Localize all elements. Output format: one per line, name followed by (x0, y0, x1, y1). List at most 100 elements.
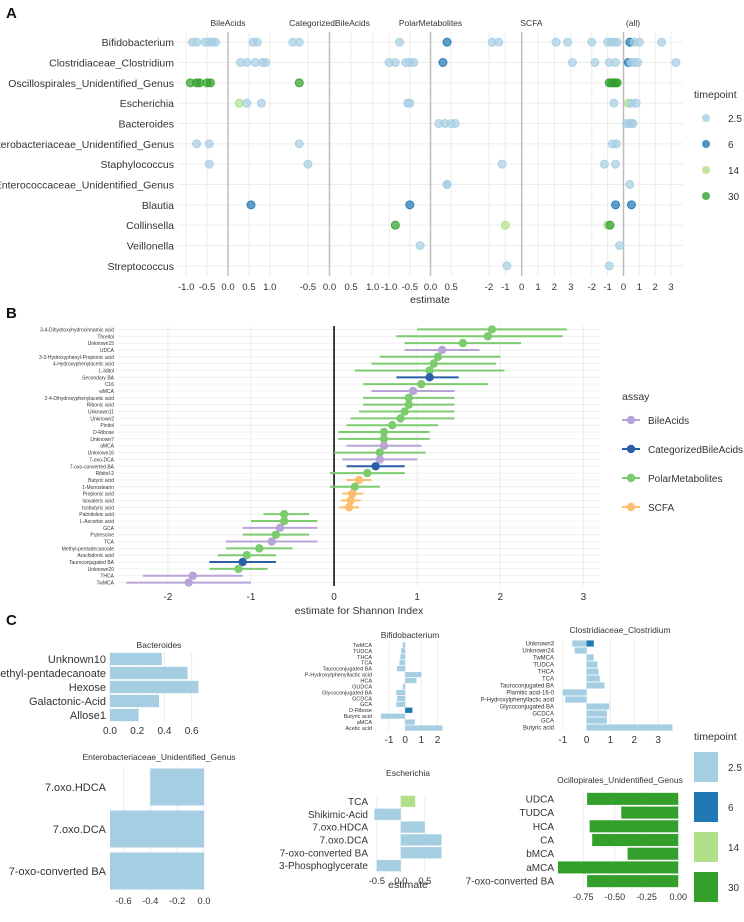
c-y-label: Butyric acid (523, 726, 554, 732)
c-panel-title: Bacteroides (137, 640, 182, 650)
a-tick-label: -2 (485, 282, 493, 293)
c-legend-label: 14 (728, 843, 740, 854)
b-point (408, 386, 418, 396)
b-point (404, 400, 414, 409)
a-facet-title: PolarMetabolites (399, 18, 462, 28)
b-y-label: 1-Monostearin (82, 485, 114, 491)
b-y-label: Threitol (97, 334, 114, 340)
a-tick-label: -0.5 (199, 282, 215, 293)
a-point (192, 139, 202, 149)
b-y-label: Unknown15 (88, 341, 115, 347)
b-tick-label: -1 (247, 592, 256, 603)
c-y-label: aMCA (357, 720, 373, 726)
c-tick-label: 2 (435, 735, 441, 746)
c-legend-label: 2.5 (728, 763, 742, 774)
b-point (429, 359, 438, 368)
b-point (379, 441, 389, 450)
a-point (409, 58, 419, 67)
c-bar (586, 675, 600, 682)
b-point (280, 509, 289, 519)
b-tick-label: 1 (414, 592, 420, 603)
c-bar (374, 808, 401, 820)
c-tick-label: 0.5 (418, 876, 431, 887)
c-y-label: THCA (538, 670, 554, 676)
c-y-label: 7-oxo-converted BA (466, 877, 555, 888)
b-tick-label: 0 (331, 592, 337, 603)
c-y-label: Unknown10 (48, 654, 106, 666)
c-y-label: 7.oxo.HDCA (45, 782, 107, 794)
a-point (615, 241, 625, 250)
c-bar (397, 695, 406, 701)
c-y-label: GCDCA (352, 696, 372, 702)
a-tick-label: 0.5 (344, 282, 357, 293)
a-y-label: Blautia (142, 200, 174, 212)
c-bar (586, 661, 598, 668)
c-bar (400, 847, 442, 859)
b-point (238, 557, 247, 567)
a-point (294, 78, 304, 88)
c-tick-label: -0.6 (115, 896, 131, 907)
b-y-label: L-Iditol (99, 368, 114, 374)
c-y-label: TCA (348, 797, 368, 808)
a-point (563, 37, 573, 47)
c-bar (405, 672, 422, 678)
b-y-label: Palmitoleic acid (79, 512, 114, 518)
a-point (599, 159, 609, 169)
c-y-label: Tauroconjugated BA (322, 667, 372, 673)
c-y-label: bMCA (526, 849, 554, 860)
a-facet-title: (all) (626, 18, 640, 28)
a-point (494, 37, 504, 47)
a-tick-label: 0.0 (221, 282, 234, 293)
c-tick-label: 0.6 (185, 726, 199, 737)
b-y-label: UDCA (100, 348, 115, 354)
c-bar (558, 861, 679, 874)
c-tick-label: -0.25 (636, 892, 657, 902)
b-legend-title: assay (622, 391, 650, 403)
c-bar (110, 852, 204, 890)
b-y-label: Arachidonic acid (77, 553, 114, 559)
c-y-label: P-Hydroxylphenyllactic acid (305, 673, 372, 679)
c-tick-label: 3 (655, 735, 661, 746)
a-point (450, 119, 460, 128)
a-tick-label: 1.0 (263, 282, 276, 293)
a-legend-swatch (702, 166, 710, 174)
a-point (634, 37, 644, 47)
c-bar (400, 821, 425, 833)
a-point (252, 37, 262, 47)
b-y-label: aMCA (100, 444, 115, 450)
a-point (611, 159, 621, 169)
c-panel-title: Escherichia (386, 768, 430, 778)
a-y-label: Enterococcaceae_Unidentified_Genus (0, 180, 174, 192)
c-bar (592, 833, 679, 847)
a-facet-title: SCFA (520, 18, 543, 28)
b-y-label: TCA (104, 540, 115, 546)
b-y-label: Tauroconjugated BA (69, 560, 115, 566)
c-bar (574, 647, 587, 654)
a-tick-label: -1.0 (178, 282, 194, 293)
b-point (275, 523, 285, 533)
c-y-label: Allose1 (70, 710, 106, 722)
b-point (425, 373, 434, 382)
b-point (267, 537, 276, 546)
b-legend-label: CategorizedBileAcids (648, 445, 743, 456)
b-y-label: GCA (103, 526, 115, 532)
a-tick-label: -2 (588, 282, 596, 293)
a-tick-label: -0.5 (402, 282, 418, 293)
a-point (631, 98, 641, 108)
c-bar (402, 642, 406, 648)
c-bar (376, 859, 401, 872)
c-bar (565, 696, 587, 703)
c-legend-label: 6 (728, 803, 734, 814)
b-y-label: L-Ascorbic acid (80, 519, 114, 525)
b-y-label: Methyl-pentadecanoate (62, 546, 114, 552)
b-y-label: C16 (105, 382, 114, 388)
b-y-label: 7-oxo-converted BA (70, 464, 115, 470)
b-point (396, 414, 405, 423)
a-point (604, 261, 614, 271)
a-legend-title: timepoint (694, 89, 737, 101)
c-y-label: 7.oxo.DCA (53, 824, 107, 836)
b-y-label: Ribitol-2 (96, 471, 115, 477)
a-point (587, 37, 597, 47)
c-y-label: Unknown24 (522, 649, 554, 655)
c-y-label: TwMCA (353, 643, 373, 649)
